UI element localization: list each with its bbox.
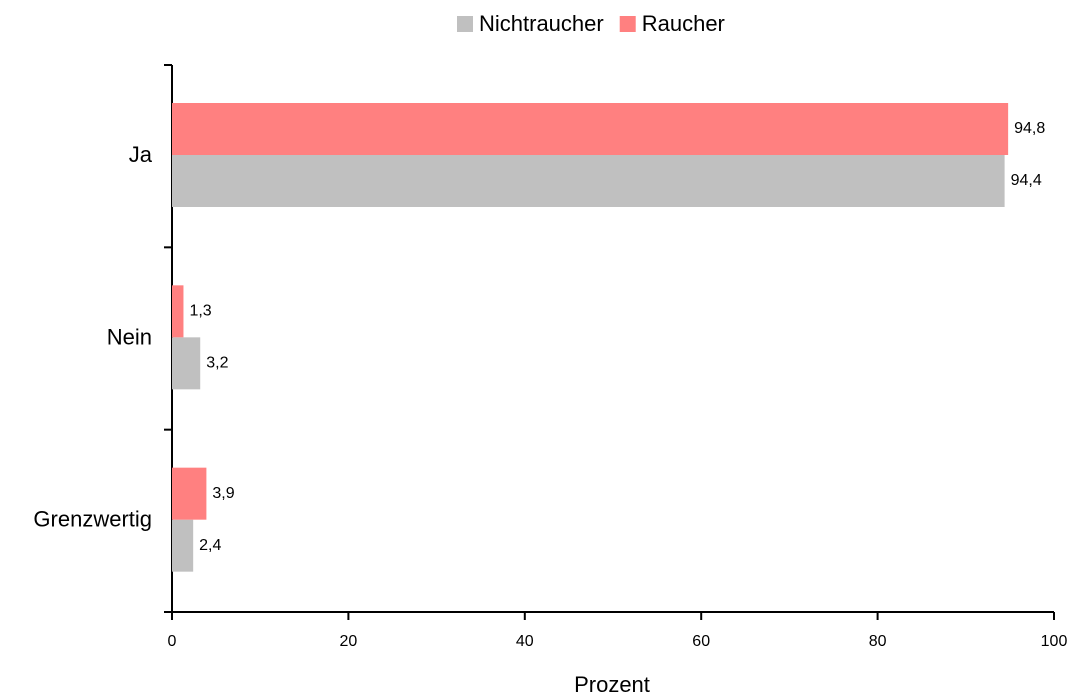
- legend-label: Nichtraucher: [479, 11, 604, 36]
- x-tick-label: 60: [692, 633, 710, 650]
- y-tick-label: Grenzwertig: [33, 507, 152, 532]
- data-label: 3,2: [206, 355, 228, 372]
- bar: [172, 519, 194, 572]
- data-label: 94,8: [1014, 120, 1045, 137]
- data-label: 1,3: [189, 303, 211, 320]
- data-label: 94,4: [1011, 172, 1042, 189]
- y-tick-label: Ja: [129, 142, 153, 167]
- legend-label: Raucher: [642, 11, 725, 36]
- bar: [172, 103, 1009, 155]
- data-label: 2,4: [199, 537, 221, 554]
- legend-swatch: [619, 16, 636, 32]
- bar: [172, 285, 184, 338]
- bar: [172, 337, 201, 390]
- bar: [172, 467, 207, 520]
- x-tick-label: 20: [340, 633, 358, 650]
- y-tick-label: Nein: [107, 324, 152, 349]
- data-label: 3,9: [212, 485, 234, 502]
- bar: [172, 155, 1005, 207]
- x-tick-label: 80: [869, 633, 887, 650]
- x-tick-label: 100: [1041, 633, 1068, 650]
- x-tick-label: 0: [168, 633, 177, 650]
- x-axis-label: Prozent: [574, 672, 650, 697]
- x-tick-label: 40: [516, 633, 534, 650]
- legend-swatch: [457, 16, 473, 32]
